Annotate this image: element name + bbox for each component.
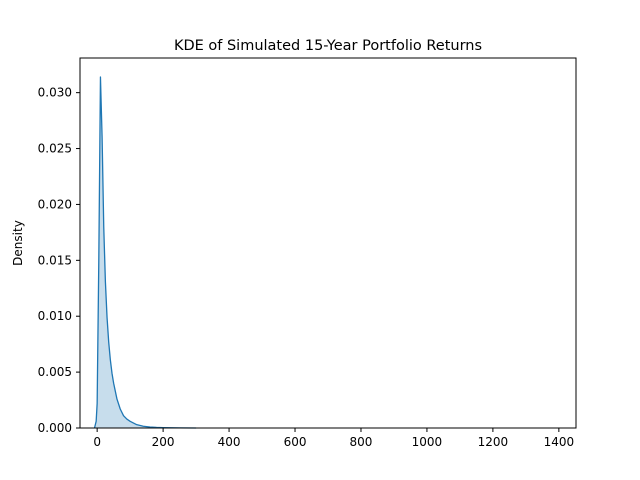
- y-tick-label: 0.000: [38, 421, 72, 435]
- kde-area-fill-0: [94, 77, 197, 428]
- y-axis-label: Density: [11, 220, 25, 266]
- y-tick-label: 0.005: [38, 365, 72, 379]
- y-tick-label: 0.010: [38, 309, 72, 323]
- y-tick-label: 0.030: [38, 86, 72, 100]
- x-tick-label: 400: [218, 435, 241, 449]
- y-tick-label: 0.015: [38, 253, 72, 267]
- y-tick-label: 0.020: [38, 197, 72, 211]
- x-axis: 0 200 400 600 800 1000 1200 1400: [93, 428, 574, 449]
- y-axis: 0.000 0.005 0.010 0.015 0.020 0.025 0.030: [38, 86, 80, 435]
- x-tick-label: 1200: [478, 435, 509, 449]
- x-tick-label: 600: [284, 435, 307, 449]
- x-tick-label: 0: [93, 435, 101, 449]
- x-tick-label: 1400: [544, 435, 575, 449]
- kde-density-line-0: [93, 76, 197, 429]
- x-tick-label: 200: [152, 435, 175, 449]
- chart-title: KDE of Simulated 15-Year Portfolio Retur…: [174, 38, 482, 54]
- plot-area: [93, 76, 197, 429]
- axes-frame: [79, 57, 577, 429]
- x-tick-label: 1000: [412, 435, 443, 449]
- y-tick-label: 0.025: [38, 142, 72, 156]
- x-tick-label: 800: [350, 435, 373, 449]
